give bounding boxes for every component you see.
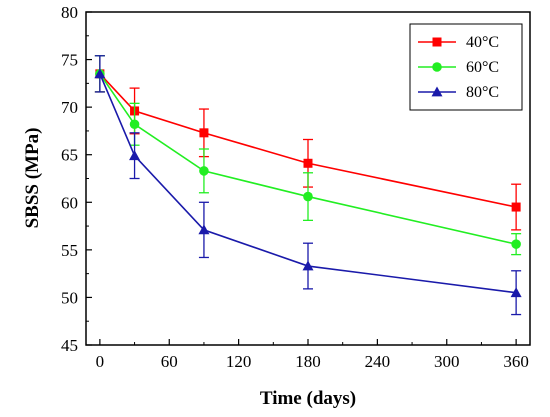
legend-box: [409, 23, 523, 111]
y-tick-label: 50: [61, 288, 78, 307]
series-80C: [94, 55, 522, 316]
axis-ticks: 0 60 120 180 240 300 360 45 50 55 60 65 70 75 80: [61, 3, 529, 371]
data-point-40C: [303, 158, 313, 168]
y-tick-label: 80: [61, 3, 78, 22]
legend-label-60C: 60°C: [466, 59, 499, 76]
legend-marker-60C: [432, 62, 442, 72]
y-axis-title: SBSS (MPa): [22, 128, 43, 229]
data-point-60C: [511, 239, 521, 249]
y-tick-label: 65: [61, 146, 78, 165]
data-point-60C: [129, 119, 140, 130]
data-point-80C: [94, 68, 106, 79]
x-tick-label: 300: [434, 352, 460, 371]
series-layer: [94, 55, 522, 316]
y-tick-label: 55: [61, 241, 78, 260]
data-point-80C: [129, 150, 141, 161]
data-point-40C: [511, 202, 521, 212]
y-tick-label: 70: [61, 98, 78, 117]
legend-marker-40C: [432, 37, 442, 47]
x-axis-title: Time (days): [260, 388, 356, 409]
legend-marker-80C: [431, 86, 443, 97]
y-tick-label: 75: [61, 51, 78, 70]
x-tick-label: 240: [365, 352, 391, 371]
y-tick-label: 60: [61, 193, 78, 212]
legend: 40°C 60°C 80°C: [409, 23, 523, 111]
x-tick-label: 360: [503, 352, 529, 371]
x-tick-label: 0: [96, 352, 105, 371]
x-tick-label: 180: [295, 352, 321, 371]
data-point-40C: [199, 128, 209, 138]
x-tick-label: 120: [226, 352, 252, 371]
data-point-60C: [199, 166, 209, 176]
data-point-80C: [198, 224, 210, 235]
legend-label-80C: 80°C: [466, 84, 499, 101]
data-point-80C: [302, 260, 314, 271]
y-tick-label: 45: [61, 336, 78, 355]
x-tick-label: 60: [161, 352, 178, 371]
legend-label-40C: 40°C: [466, 34, 499, 51]
data-point-80C: [510, 287, 522, 298]
data-point-60C: [303, 191, 313, 202]
